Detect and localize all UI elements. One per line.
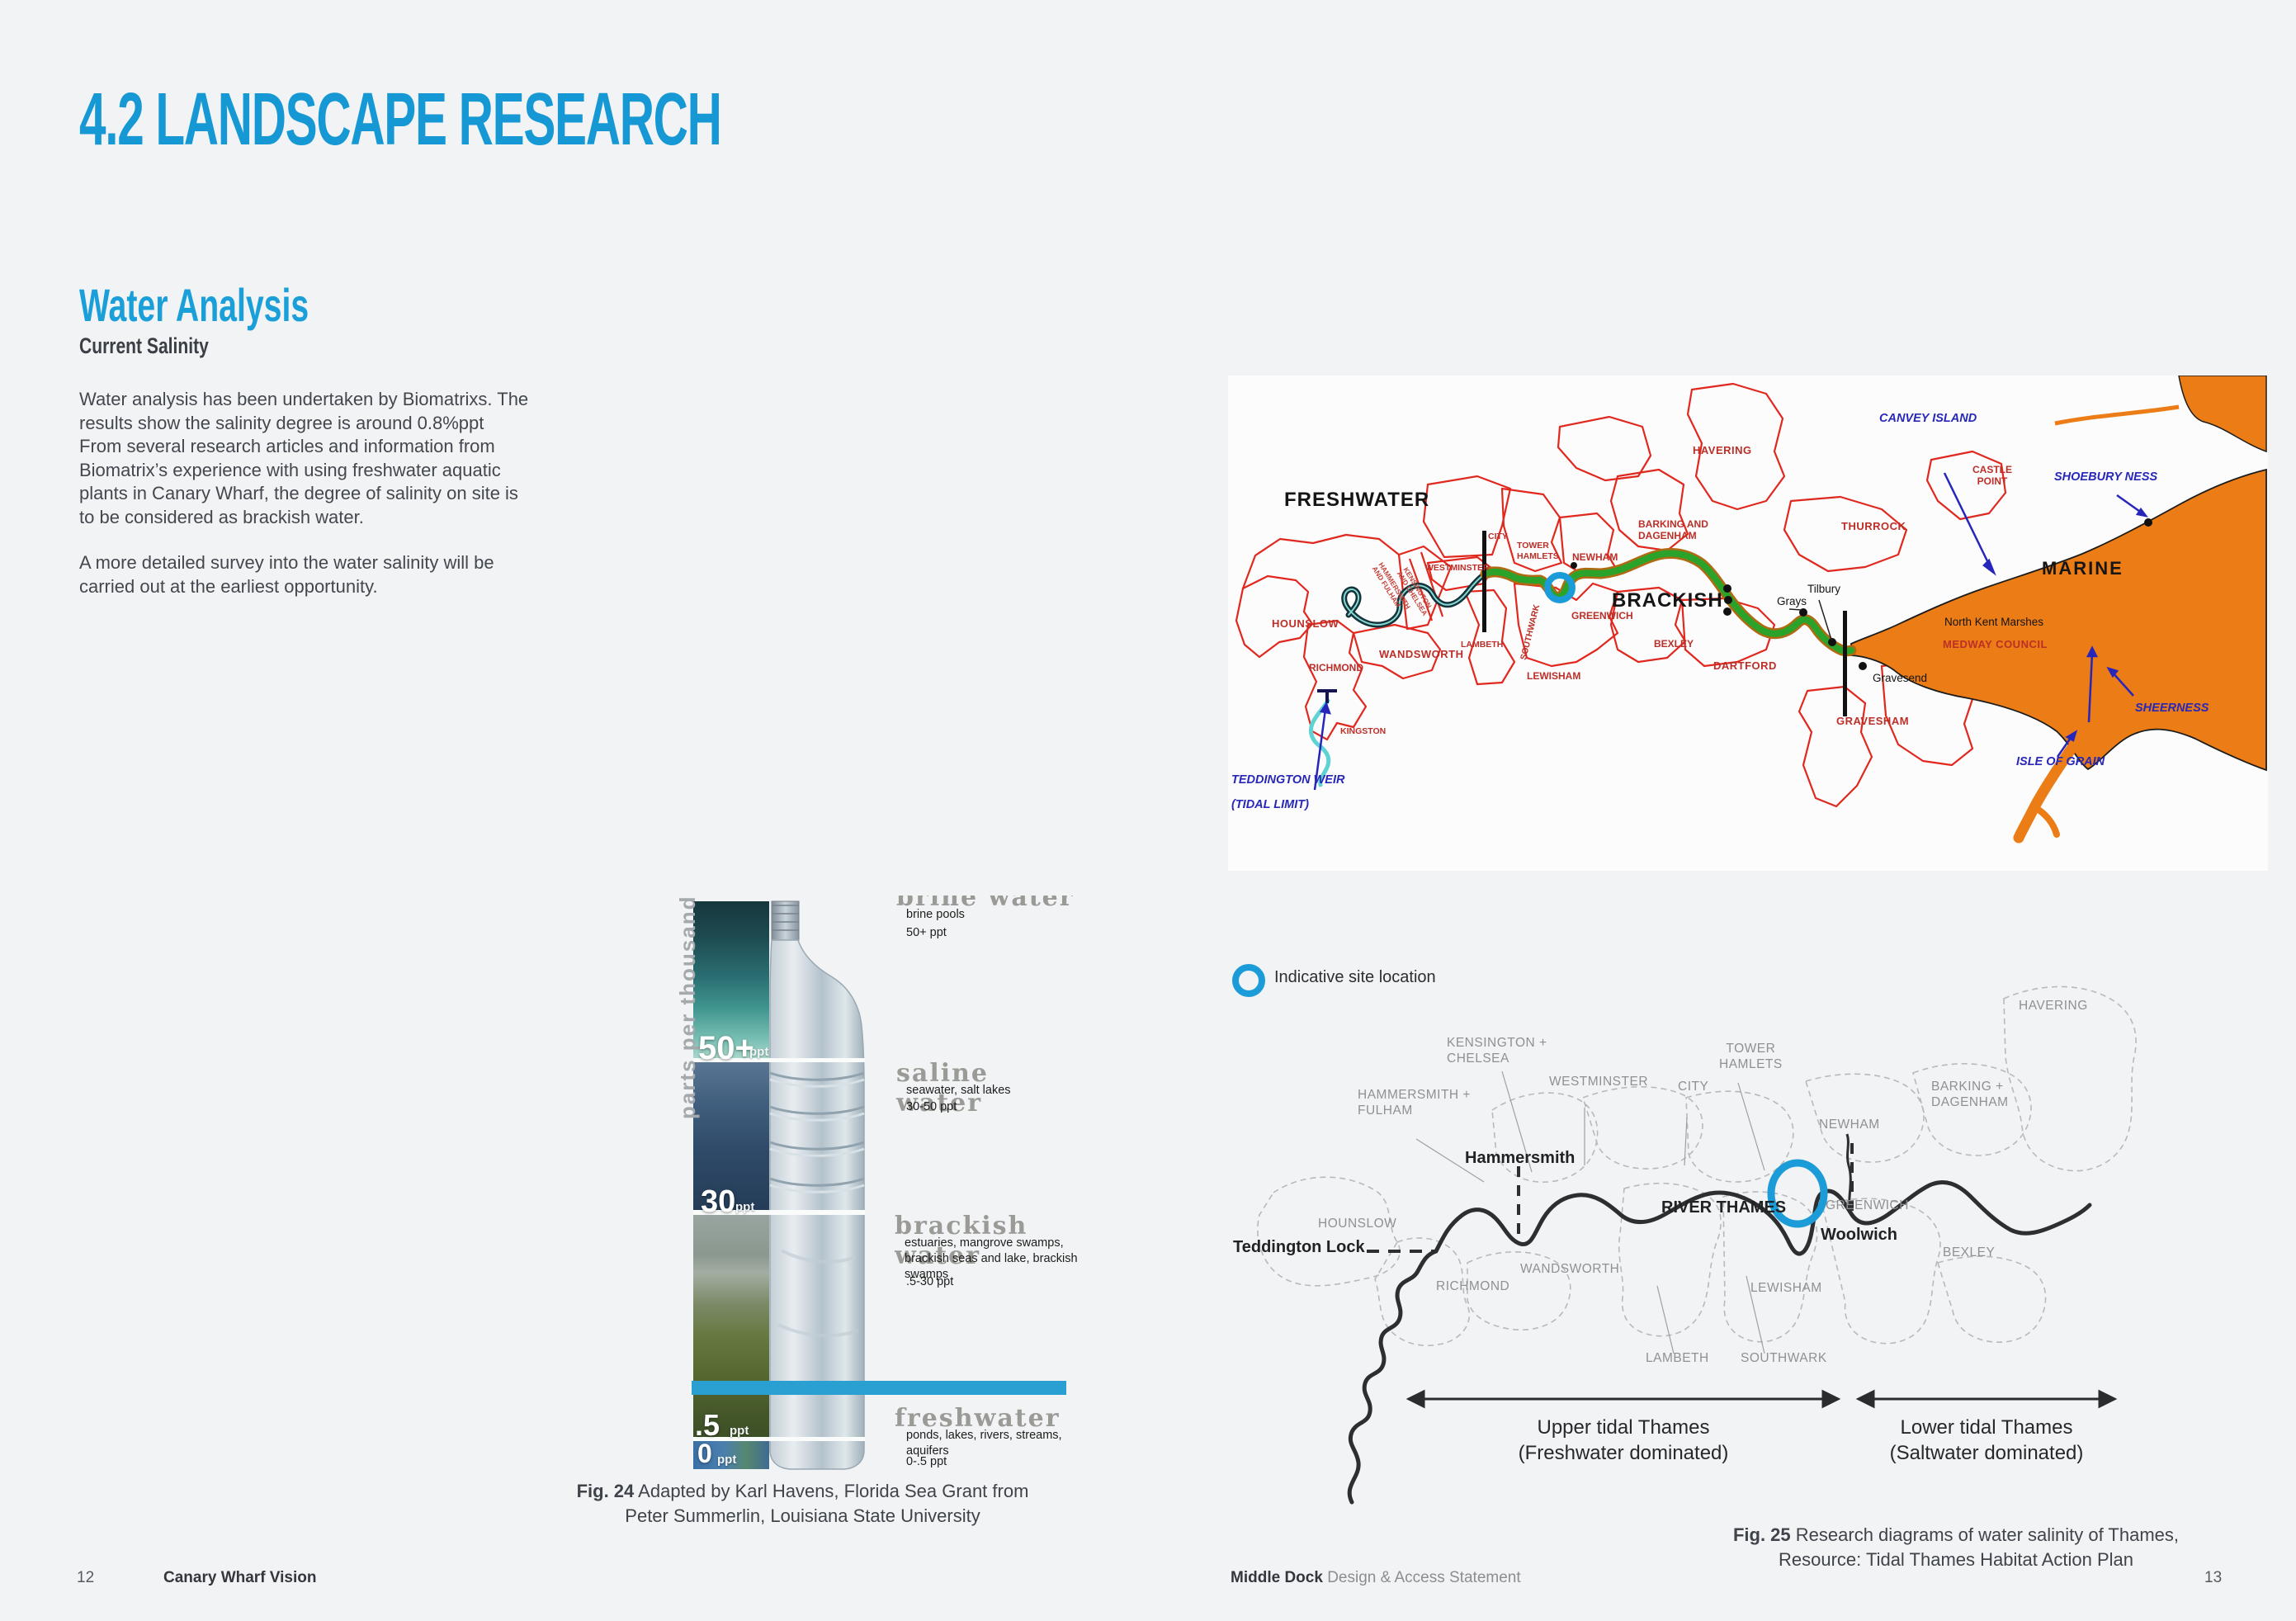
annotation-arrows bbox=[1313, 472, 2148, 791]
label-ppt: ppt bbox=[749, 1045, 769, 1059]
map2-dashed-markers bbox=[1367, 1143, 1854, 1253]
water-bottle bbox=[769, 900, 865, 1470]
label-50-: 50+ bbox=[698, 1030, 754, 1066]
freshwater-brackish-limit-bar bbox=[1482, 531, 1486, 632]
page-title-text: 4.2 LANDSCAPE RESEARCH bbox=[79, 78, 722, 161]
site-location-ring-map1 bbox=[1544, 572, 1576, 603]
label-brine-water: brine water bbox=[896, 896, 1075, 912]
label-30: 30 bbox=[701, 1184, 736, 1219]
label-ppt: ppt bbox=[717, 1453, 737, 1467]
label-saline-water: saline water bbox=[896, 1059, 990, 1118]
label-30-50-ppt: 30-50 ppt bbox=[906, 1100, 957, 1113]
label-0-5-ppt: 0-.5 ppt bbox=[906, 1455, 947, 1468]
label-0: 0 bbox=[697, 1439, 712, 1468]
site-location-legend-icon bbox=[1232, 964, 1265, 997]
fig25-label: Fig. 25 bbox=[1732, 1524, 1791, 1545]
borough-boundaries bbox=[1235, 382, 2007, 808]
site-location-ring-map2 bbox=[1767, 1159, 1828, 1228]
fig24-text-line2: Peter Summerlin, Louisiana State Univers… bbox=[625, 1505, 980, 1526]
body-paragraph-2: A more detailed survey into the water sa… bbox=[79, 552, 494, 597]
teddington-weir-mark bbox=[1317, 689, 1337, 703]
site-salinity-indicator-bar bbox=[692, 1381, 1066, 1395]
label-freshwater: freshwater bbox=[895, 1404, 1061, 1433]
band-saline bbox=[693, 1061, 769, 1211]
river-thames-map2 bbox=[1347, 1180, 2092, 1505]
label-seawater-salt-lakes: seawater, salt lakes bbox=[906, 1084, 1011, 1097]
fig24-caption: Fig. 24 Adapted by Karl Havens, Florida … bbox=[569, 1479, 1036, 1528]
label-ppt: ppt bbox=[730, 1424, 749, 1438]
footer-book-title: Canary Wharf Vision bbox=[163, 1569, 317, 1586]
label-brine-pools: brine pools bbox=[906, 908, 965, 921]
fig25-text-line1: Research diagrams of water salinity of T… bbox=[1795, 1524, 2180, 1545]
brackish-marine-limit-bar bbox=[1843, 611, 1847, 716]
tidal-thames-map bbox=[1257, 985, 2137, 1505]
place-leader-lines bbox=[1788, 599, 1832, 640]
section-heading: Water Analysis bbox=[79, 279, 309, 331]
river-lea-branch bbox=[1845, 1133, 1852, 1212]
fig24-label: Fig. 24 bbox=[576, 1481, 635, 1501]
marine-zone bbox=[1850, 376, 2267, 844]
borough-dashed-boundaries bbox=[1257, 985, 2137, 1347]
label-estuaries-mangrove-swamps-brackish-seas-: estuaries, mangrove swamps, brackish sea… bbox=[905, 1236, 1078, 1281]
label-parts-per-thousand: parts per thousand bbox=[675, 896, 700, 1119]
site-location-legend-label: Indicative site location bbox=[1274, 968, 1436, 986]
section-subheading: Current Salinity bbox=[79, 333, 209, 358]
label-ppt: ppt bbox=[735, 1200, 755, 1214]
fig25-caption: Fig. 25 Research diagrams of water salin… bbox=[1725, 1523, 2187, 1571]
band-separators bbox=[693, 1058, 865, 1441]
tidal-extent-arrows bbox=[1405, 1389, 2118, 1409]
fig25-text-line2: Resource: Tidal Thames Habitat Action Pl… bbox=[1778, 1548, 2134, 1570]
band-brine bbox=[693, 901, 769, 1058]
label-50-ppt: 50+ ppt bbox=[906, 926, 947, 939]
label-brackish-water: brackish water bbox=[895, 1212, 1028, 1270]
place-dots bbox=[1571, 518, 2152, 670]
page-title: 4.2 LANDSCAPE RESEARCH bbox=[79, 83, 1066, 157]
footer-doc-title: Middle Dock Design & Access Statement bbox=[1231, 1569, 1521, 1587]
fig24-text-line1: Adapted by Karl Havens, Florida Sea Gran… bbox=[638, 1481, 1029, 1501]
label--5-30-ppt: .5-30 ppt bbox=[906, 1275, 954, 1288]
thames-salinity-zones-map bbox=[1228, 376, 2268, 871]
figure-labels-layer: parts per thousand 50+ ppt 30 ppt .5 ppt 0 ppt br… bbox=[673, 896, 1082, 1473]
label-leader-lines bbox=[1415, 1070, 1765, 1354]
salinity-scale-graphic bbox=[693, 900, 865, 1470]
footer-doc-rest: Design & Access Statement bbox=[1327, 1569, 1521, 1586]
body-paragraph-1: Water analysis has been undertaken by Bi… bbox=[79, 389, 529, 527]
footer-doc-bold: Middle Dock bbox=[1231, 1569, 1323, 1586]
page-number-right: 13 bbox=[2204, 1569, 2223, 1586]
band-freshwater bbox=[693, 1440, 769, 1469]
salinity-scale-figure: parts per thousand 50+ ppt 30 ppt .5 ppt 0 ppt br… bbox=[673, 896, 1082, 1473]
band-brackish bbox=[693, 1215, 769, 1438]
label--5: .5 bbox=[695, 1408, 720, 1442]
page-number-left: 12 bbox=[77, 1569, 95, 1586]
label-ponds-lakes-rivers-streams-aquifers: ponds, lakes, rivers, streams, aquifers bbox=[906, 1429, 1062, 1458]
